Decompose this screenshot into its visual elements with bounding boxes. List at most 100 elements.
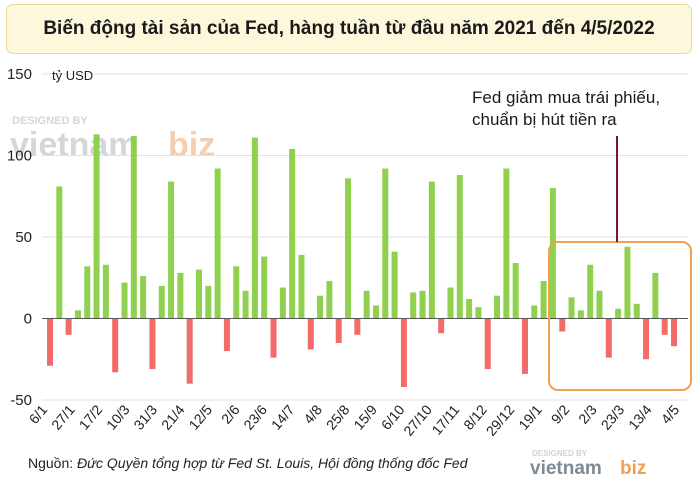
x-tick-label: 10/3 [103, 401, 133, 432]
bar [177, 272, 184, 319]
bar [270, 318, 277, 358]
bar [363, 290, 370, 319]
watermark-brand-b-small: biz [620, 458, 646, 479]
x-tick-label: 13/4 [625, 401, 655, 432]
bar [400, 318, 407, 387]
bar [317, 295, 324, 319]
annotation-line-1: Fed giảm mua trái phiếu, [472, 88, 660, 107]
x-tick-label: 9/2 [548, 401, 573, 426]
watermark-brand-a-small: vietnam [530, 458, 602, 479]
chart-title-box: Biến động tài sản của Fed, hàng tuần từ … [6, 4, 692, 54]
watermark-designed-by-small: DESIGNED BY [532, 449, 588, 458]
annotation-line-2: chuẩn bị hút tiền ra [472, 110, 617, 129]
bar [130, 135, 137, 319]
x-tick-label: 21/4 [158, 401, 188, 432]
bar [466, 298, 473, 319]
bar [196, 269, 203, 319]
bar [345, 178, 352, 319]
x-tick-label: 19/1 [515, 401, 545, 432]
bar [298, 254, 305, 319]
x-tick-label: 29/12 [483, 401, 518, 438]
bar [279, 287, 286, 319]
bar [214, 168, 221, 319]
bar [521, 318, 528, 374]
bar [47, 318, 53, 366]
unit-label: tỷ USD [52, 68, 93, 83]
bars [47, 134, 677, 387]
watermark-brand-b: biz [168, 126, 215, 164]
bar [168, 181, 175, 319]
y-tick-label: 150 [7, 66, 32, 83]
bar [186, 318, 193, 384]
bar [242, 290, 249, 319]
bar [158, 285, 165, 319]
bar [140, 276, 147, 319]
x-tick-label: 12/5 [185, 401, 215, 432]
watermark-brand-a: vietnam [10, 126, 139, 164]
x-tick-label: 2/3 [575, 401, 600, 426]
bar [512, 263, 519, 319]
bar [428, 181, 435, 319]
x-tick-label: 25/8 [323, 401, 353, 432]
x-tick-label: 14/7 [268, 401, 298, 432]
x-tick-label: 4/5 [658, 401, 683, 426]
bar [93, 134, 100, 319]
bar [326, 281, 333, 319]
bar [605, 318, 612, 358]
bar [503, 168, 510, 319]
bar [372, 305, 379, 319]
bar [624, 246, 631, 319]
x-tick-label: 17/11 [428, 401, 462, 437]
watermark-top: DESIGNED BY vietnam biz [10, 115, 215, 164]
bar [289, 148, 296, 319]
y-tick-labels: -50 0 50 100 150 [7, 66, 32, 409]
x-tick-label: 23/3 [598, 401, 628, 432]
bar [382, 168, 389, 319]
bar [391, 251, 398, 319]
x-tick-label: 27/10 [400, 401, 435, 438]
bar [419, 290, 426, 319]
watermark-bottom: DESIGNED BY vietnam biz [530, 449, 646, 479]
bar [596, 290, 603, 319]
bar [484, 318, 491, 370]
bar [223, 318, 230, 352]
bar [587, 264, 594, 319]
bar [112, 318, 119, 373]
bar [410, 292, 417, 319]
y-tick-label: -50 [10, 392, 32, 409]
bar [643, 318, 650, 360]
x-tick-label: 27/1 [48, 401, 78, 432]
bar [307, 318, 314, 350]
bar [615, 308, 622, 319]
bar [102, 264, 109, 319]
x-tick-labels: 6/127/117/210/331/321/412/5 2/623/614/7 4/… [26, 401, 683, 438]
source-label: Nguồn: [28, 455, 74, 471]
y-tick-label: 100 [7, 148, 32, 165]
y-tick-label: 0 [24, 311, 32, 328]
bar [84, 266, 91, 319]
bar [121, 282, 128, 319]
bar [568, 297, 575, 319]
bar [559, 318, 566, 332]
y-tick-label: 50 [15, 229, 32, 246]
bar [540, 281, 547, 319]
x-tick-label: 23/6 [240, 401, 270, 432]
bar [65, 318, 72, 335]
bar [549, 188, 556, 319]
bar [633, 303, 640, 319]
bar [149, 318, 156, 370]
highlight-box [548, 241, 692, 391]
bar [354, 318, 361, 335]
bar [251, 137, 258, 319]
source-text: Đức Quyền tổng hợp từ Fed St. Louis, Hội… [77, 455, 468, 471]
x-tick-label: 31/3 [130, 401, 160, 432]
bar [494, 295, 501, 319]
chart-title: Biến động tài sản của Fed, hàng tuần từ … [43, 18, 655, 39]
bar [56, 186, 63, 319]
watermark-designed-by: DESIGNED BY [12, 115, 88, 127]
bar [205, 285, 212, 319]
bar [456, 175, 463, 319]
bar [233, 266, 240, 319]
bar [661, 318, 668, 335]
bar [74, 310, 81, 319]
